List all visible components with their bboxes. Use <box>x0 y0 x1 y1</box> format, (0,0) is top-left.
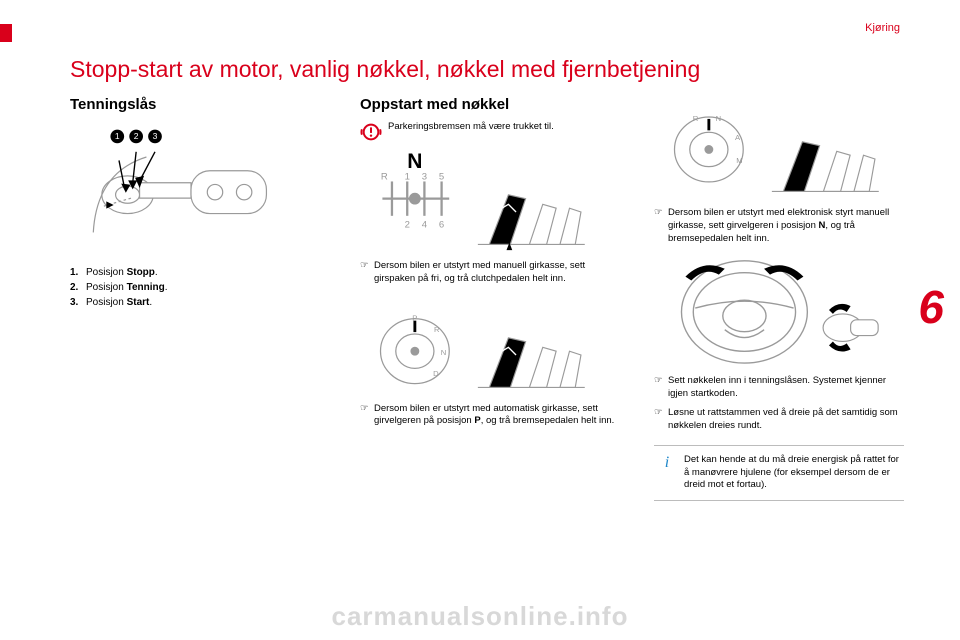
bullet-insert-key: ☞ Sett nøkkelen inn i tenningslåsen. Sys… <box>654 375 904 401</box>
bullet-manual: ☞ Dersom bilen er utstyrt med manuell gi… <box>360 260 620 286</box>
gear-n-label: N <box>407 150 422 173</box>
dial-label: D <box>433 369 439 378</box>
bullet-text: Dersom bilen er utstyrt med elektronisk … <box>668 207 904 245</box>
arrow-icon <box>829 342 851 352</box>
illus-steering-wheel <box>654 251 884 369</box>
accent-tab <box>0 24 12 42</box>
heading-ignition: Tenningslås <box>70 96 330 113</box>
gear-label: R <box>381 172 388 183</box>
bullet-text: Løsne ut rattstammen ved å dreie på det … <box>668 407 904 433</box>
list-item: 3. Posisjon Start. <box>70 295 330 310</box>
column-start-with-key: Oppstart med nøkkel Parkeringsbremsen må… <box>360 96 620 434</box>
warning-row: Parkeringsbremsen må være trukket til. <box>360 121 620 143</box>
gear-label: 6 <box>439 219 444 230</box>
warning-text: Parkeringsbremsen må være trukket til. <box>388 121 554 134</box>
info-text: Det kan hende at du må dreie energisk på… <box>684 454 900 492</box>
bullet-icon: ☞ <box>654 407 668 433</box>
page-title: Stopp-start av motor, vanlig nøkkel, nøk… <box>70 56 700 83</box>
marker-2: 2 <box>134 131 139 141</box>
list-text: Posisjon Tenning. <box>86 280 168 295</box>
bullet-text: Dersom bilen er utstyrt med automatisk g… <box>374 403 620 429</box>
dial-label: N <box>441 348 447 357</box>
list-num: 1. <box>70 265 86 280</box>
warning-icon <box>360 121 382 143</box>
section-label: Kjøring <box>865 22 900 34</box>
bullet-icon: ☞ <box>654 207 668 245</box>
illus-electronic-gearbox: R N A M <box>654 96 884 201</box>
watermark: carmanualsonline.info <box>0 601 960 632</box>
column-electronic: R N A M ☞ Dersom bilen er utstyrt med el… <box>654 96 904 501</box>
list-num: 3. <box>70 295 86 310</box>
list-text: Posisjon Start. <box>86 295 152 310</box>
list-num: 2. <box>70 280 86 295</box>
bullet-icon: ☞ <box>360 403 374 429</box>
bullet-icon: ☞ <box>654 375 668 401</box>
bullet-icon: ☞ <box>360 260 374 286</box>
dial-label: A <box>735 133 741 142</box>
arrow-icon <box>829 304 851 314</box>
ignition-position-list: 1. Posisjon Stopp. 2. Posisjon Tenning. … <box>70 265 330 310</box>
chapter-number: 6 <box>918 280 944 334</box>
illus-manual-gearbox: N R 1 3 5 2 4 6 <box>360 149 590 254</box>
dial-label: R <box>693 114 699 123</box>
column-ignition: Tenningslås 1 2 3 1. <box>70 96 330 310</box>
gear-label: 3 <box>422 172 427 183</box>
bullet-text: Sett nøkkelen inn i tenningslåsen. Syste… <box>668 375 904 401</box>
dial-label: P <box>412 313 417 322</box>
gear-label: 1 <box>405 172 410 183</box>
info-icon: i <box>658 454 676 472</box>
dial-label: M <box>736 156 742 165</box>
heading-start: Oppstart med nøkkel <box>360 96 620 113</box>
bullet-electronic: ☞ Dersom bilen er utstyrt med elektronis… <box>654 207 904 245</box>
list-text: Posisjon Stopp. <box>86 265 158 280</box>
list-item: 2. Posisjon Tenning. <box>70 280 330 295</box>
info-box: i Det kan hende at du må dreie energisk … <box>654 445 904 501</box>
bullet-auto: ☞ Dersom bilen er utstyrt med automatisk… <box>360 403 620 429</box>
gear-label: 5 <box>439 172 444 183</box>
marker-1: 1 <box>115 131 120 141</box>
gear-label: 2 <box>405 219 410 230</box>
bullet-unlock-column: ☞ Løsne ut rattstammen ved å dreie på de… <box>654 407 904 433</box>
bullet-text: Dersom bilen er utstyrt med manuell girk… <box>374 260 620 286</box>
illus-auto-gearbox: P R N D <box>360 292 590 397</box>
gear-label: 4 <box>422 219 428 230</box>
dial-label: R <box>434 325 440 334</box>
illus-ignition-key: 1 2 3 <box>70 121 300 241</box>
list-item: 1. Posisjon Stopp. <box>70 265 330 280</box>
marker-3: 3 <box>153 131 158 141</box>
dial-label: N <box>716 114 722 123</box>
